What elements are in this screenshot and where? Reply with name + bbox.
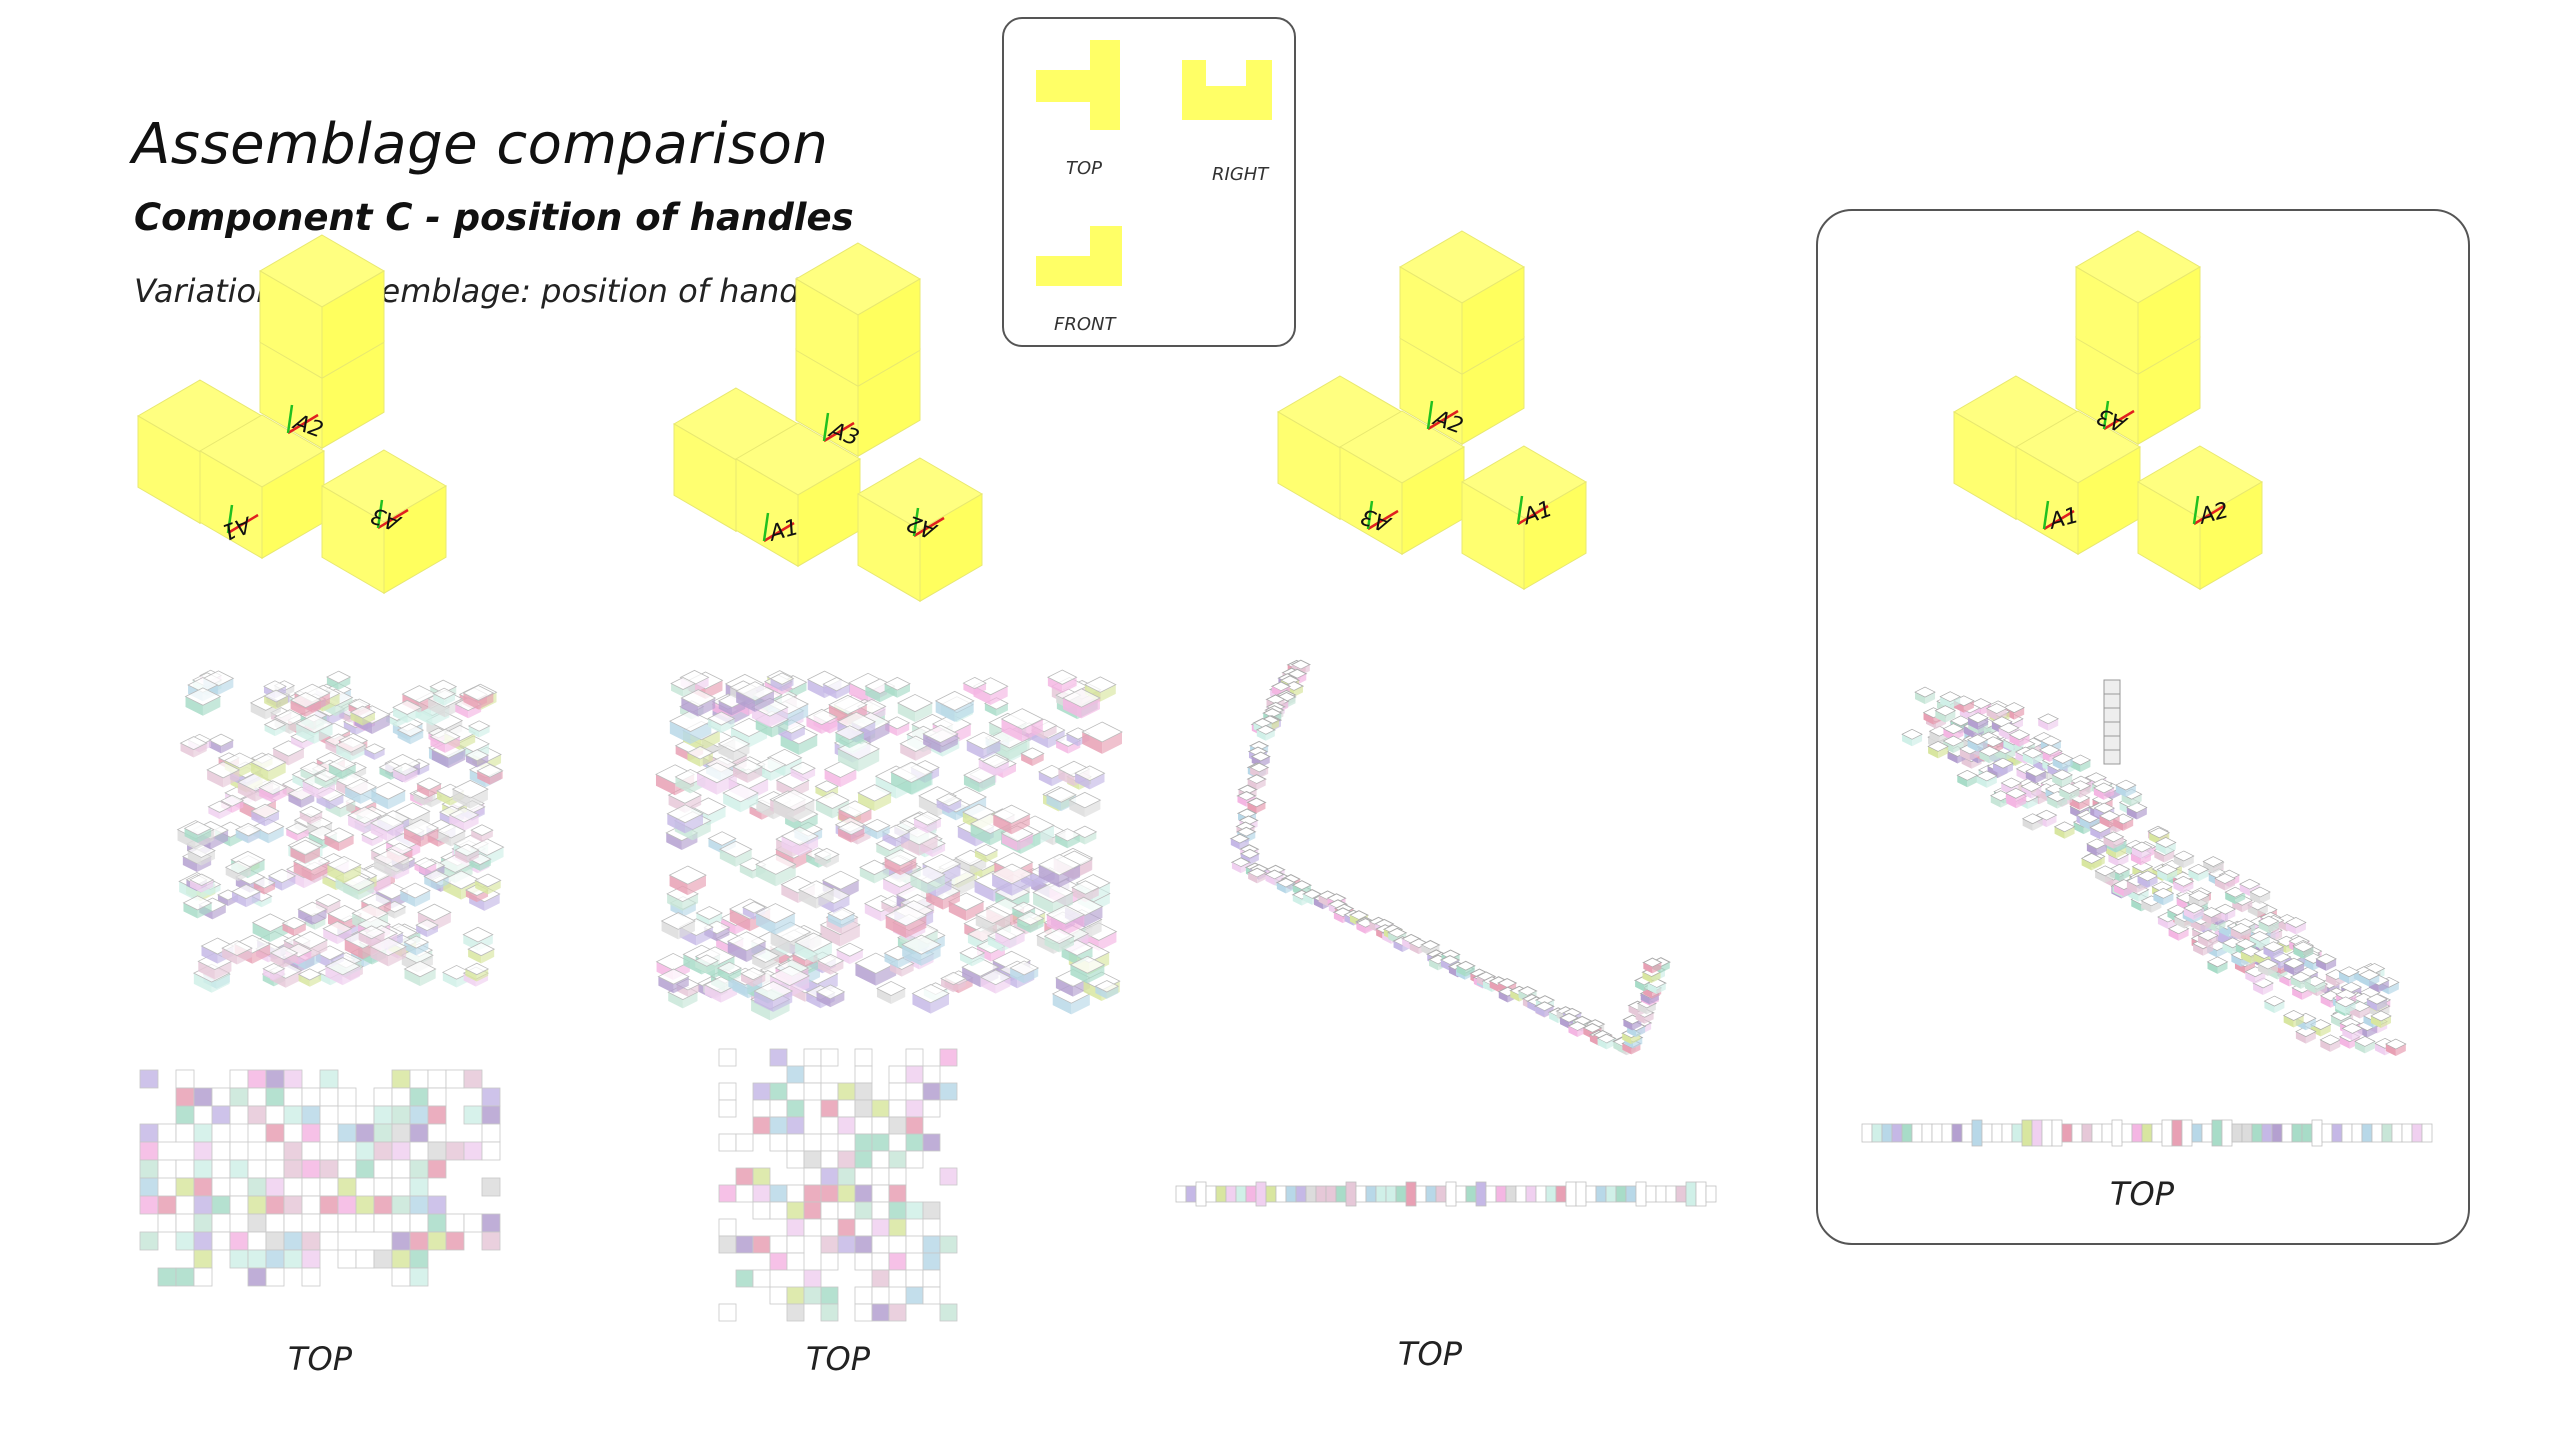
page-caption: Variation of assemblage: position of han… [134, 272, 881, 310]
legend-right-shape [1182, 60, 1272, 120]
assemblage-top-2 [718, 1048, 958, 1322]
highlighted-variant-frame [1816, 209, 2470, 1245]
assemblage-iso-4 [1901, 679, 2407, 1057]
assemblage-iso-2 [655, 669, 1123, 1021]
view-1-top-label: TOP [287, 1340, 353, 1378]
assemblage-iso-3 [1229, 659, 1671, 1056]
view-2-top-label: TOP [805, 1340, 871, 1378]
view-4-top-label: TOP [2109, 1175, 2175, 1213]
legend-front-label: FRONT [1054, 314, 1116, 335]
page-subtitle: Component C - position of handles [134, 196, 854, 239]
assemblage-top-4 [1861, 1119, 2433, 1147]
legend-top-label: TOP [1066, 158, 1103, 179]
legend-shapes [1036, 40, 1272, 286]
legend-right-label: RIGHT [1212, 164, 1269, 185]
assemblage-iso-1 [176, 669, 505, 993]
legend-front-shape [1036, 226, 1122, 286]
page-title: Assemblage comparison [132, 112, 829, 177]
assemblage-top-3 [1175, 1181, 1717, 1207]
legend-top-shape [1036, 40, 1120, 130]
assemblage-top-1 [139, 1069, 501, 1287]
view-3-top-label: TOP [1397, 1335, 1463, 1373]
orthographic-legend [1002, 17, 1296, 347]
